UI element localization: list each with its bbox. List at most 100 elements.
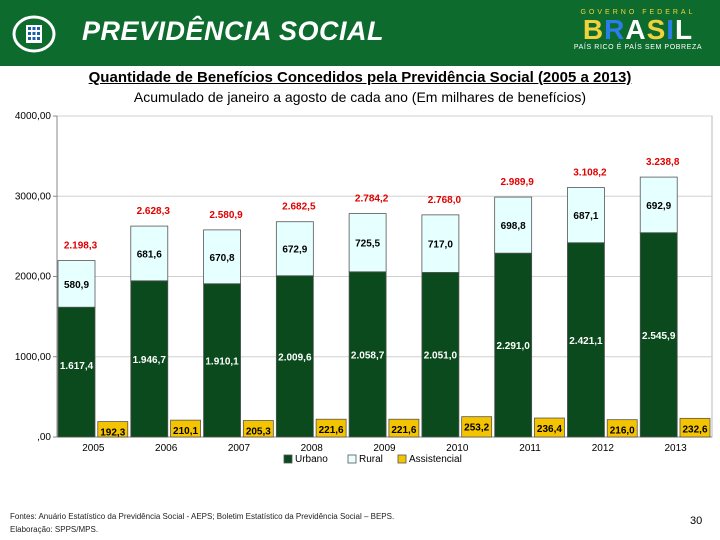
x-tick-label: 2007 [228,443,251,454]
data-label-urbano: 2.058,7 [351,350,385,361]
legend-swatch [347,454,357,464]
x-tick-label: 2013 [664,443,687,454]
brasil-letter: A [625,14,647,45]
bar-rural [348,213,387,273]
y-tick-label: ,00 [37,432,51,443]
data-label-rural: 725,5 [355,239,380,250]
data-label-rural: 692,9 [646,201,671,212]
bar-rural [275,221,314,277]
bar-rural [203,229,241,285]
data-label-rural: 672,9 [282,245,307,256]
data-label-total: 2.682,5 [282,202,316,213]
bar-urbano [421,272,460,438]
bar-assistencial [315,418,347,438]
data-label-rural: 681,6 [137,249,162,260]
data-label-assistencial: 210,1 [173,426,198,437]
bar-urbano [57,306,96,438]
bar-rural [567,187,605,244]
x-tick-label: 2005 [82,443,105,454]
bar-rural [130,225,169,282]
x-tick-label: 2006 [155,443,178,454]
legend-swatch [397,454,407,464]
y-tick-label: 2000,00 [15,272,52,283]
data-label-assistencial: 221,6 [319,425,344,436]
x-tick-label: 2011 [519,443,541,454]
bar-rural [421,214,460,273]
x-tick-label: 2012 [592,443,615,454]
bar-urbano [639,232,678,438]
data-label-assistencial: 205,3 [246,427,271,438]
bar-assistencial [461,416,493,438]
data-label-total: 2.628,3 [137,206,171,217]
y-tick-label: 1000,00 [15,352,52,363]
brand-title: PREVIDÊNCIA SOCIAL [82,16,385,46]
x-tick-label: 2009 [373,443,396,454]
data-label-rural: 717,0 [428,240,453,251]
bar-urbano [130,280,169,438]
x-tick-label: 2008 [301,443,324,454]
y-tick-label: 3000,00 [15,191,52,202]
data-label-rural: 698,8 [501,221,526,232]
brasil-letter: B [582,14,605,45]
data-label-total: 3.108,2 [573,168,607,179]
data-label-assistencial: 216,0 [610,426,635,437]
bar-assistencial [170,419,201,438]
legend-label: Rural [359,454,383,465]
data-label-assistencial: 236,4 [537,424,562,435]
bar-assistencial [242,420,274,438]
data-label-total: 3.238,8 [646,157,680,168]
brasil-letter: I [666,14,676,45]
data-label-urbano: 2.291,0 [496,341,530,352]
bar-rural [494,196,533,254]
data-label-total: 2.580,9 [209,210,243,221]
footer-sources: Fontes: Anuário Estatístico da Previdênc… [10,510,394,536]
data-label-total: 2.989,9 [500,177,534,188]
data-label-urbano: 1.946,7 [133,355,167,366]
governo-federal-logo: GOVERNO FEDERAL BRASIL PAÍS RICO É PAÍS … [568,9,708,59]
data-label-rural: 670,8 [210,253,235,264]
bar-urbano [275,275,314,438]
data-label-rural: 580,9 [64,280,89,291]
bar-assistencial [97,421,129,438]
x-tick-label: 2010 [446,443,469,454]
y-tick-label: 4000,00 [15,111,52,122]
header-banner: PREVIDÊNCIA SOCIAL GOVERNO FEDERAL BRASI… [0,0,720,66]
legend-swatch [283,454,293,464]
bar-rural [639,176,678,234]
bar-assistencial [679,417,711,438]
page-number: 30 [690,515,703,527]
brasil-letter: L [675,14,694,45]
data-label-total: 2.768,0 [428,195,462,206]
bar-assistencial [388,418,420,438]
footer-credit-line: Elaboração: SPPS/MPS. [10,525,99,534]
bar-urbano [567,242,605,438]
data-label-assistencial: 221,6 [391,425,416,436]
data-label-total: 2.198,3 [64,241,98,252]
data-label-assistencial: 253,2 [464,423,489,434]
gov-motto: PAÍS RICO É PAÍS SEM POBREZA [573,44,703,51]
gov-brasil-wordmark: BRASIL [568,16,708,44]
data-label-urbano: 2.009,6 [278,352,312,363]
bar-assistencial [606,419,638,438]
gov-top-text: GOVERNO FEDERAL [580,9,696,16]
brasil-letter: R [604,14,626,45]
page-subtitle: Acumulado de janeiro a agosto de cada an… [133,89,587,105]
benefits-bar-chart: ,00 1000,00 2000,00 3000,00 4000,00 1.617,4 58… [15,111,713,465]
legend-label: Assistencial [409,454,462,465]
data-label-assistencial: 192,3 [100,428,125,439]
data-label-urbano: 1.910,1 [205,356,239,367]
bar-rural [57,260,96,308]
footer-sources-line: Fontes: Anuário Estatístico da Previdênc… [10,512,395,521]
bar-assistencial [534,417,565,438]
data-label-rural: 687,1 [573,211,598,222]
previdencia-logo-icon [12,15,56,53]
brasil-letter: S [646,14,667,45]
data-label-urbano: 1.617,4 [60,361,94,372]
page-title: Quantidade de Benefícios Concedidos pela… [88,69,632,86]
legend-label: Urbano [295,454,328,465]
data-label-total: 2.784,2 [355,194,389,205]
data-label-urbano: 2.421,1 [569,336,603,347]
data-label-assistencial: 232,6 [682,424,707,435]
data-label-urbano: 2.545,9 [642,331,676,342]
data-label-urbano: 2.051,0 [424,351,458,362]
